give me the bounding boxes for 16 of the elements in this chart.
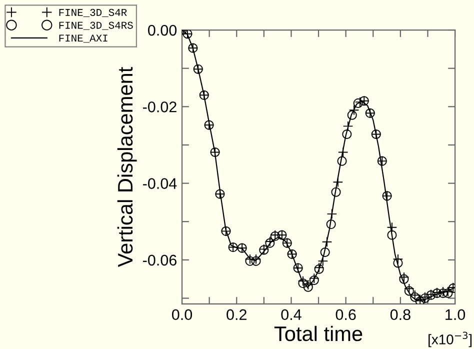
x-tick-label: 1.0 (446, 309, 466, 320)
x-axis-title: Total time (274, 326, 362, 342)
y-tick-label: 0.00 (148, 24, 177, 36)
x-tick-label: 0.2 (226, 309, 246, 320)
legend-label: FINE_3D_S4R (59, 8, 127, 17)
text: [x10$^{−3}$] (428, 332, 472, 348)
x-tick-label: 0.6 (336, 309, 356, 320)
x-tick-label: 0.8 (390, 309, 410, 320)
y-axis-title: Vertical Displacement (117, 66, 137, 268)
y-tick-label: -0.02 (143, 102, 176, 112)
x-tick-label: 0.4 (281, 309, 302, 320)
y-tick-label: -0.06 (143, 254, 176, 266)
x-tick-label: 0.0 (172, 309, 192, 320)
legend-label: FINE_3D_S4RS (59, 22, 133, 30)
y-tick-label: -0.04 (143, 178, 177, 189)
legend-label: FINE_AXI (59, 34, 108, 43)
